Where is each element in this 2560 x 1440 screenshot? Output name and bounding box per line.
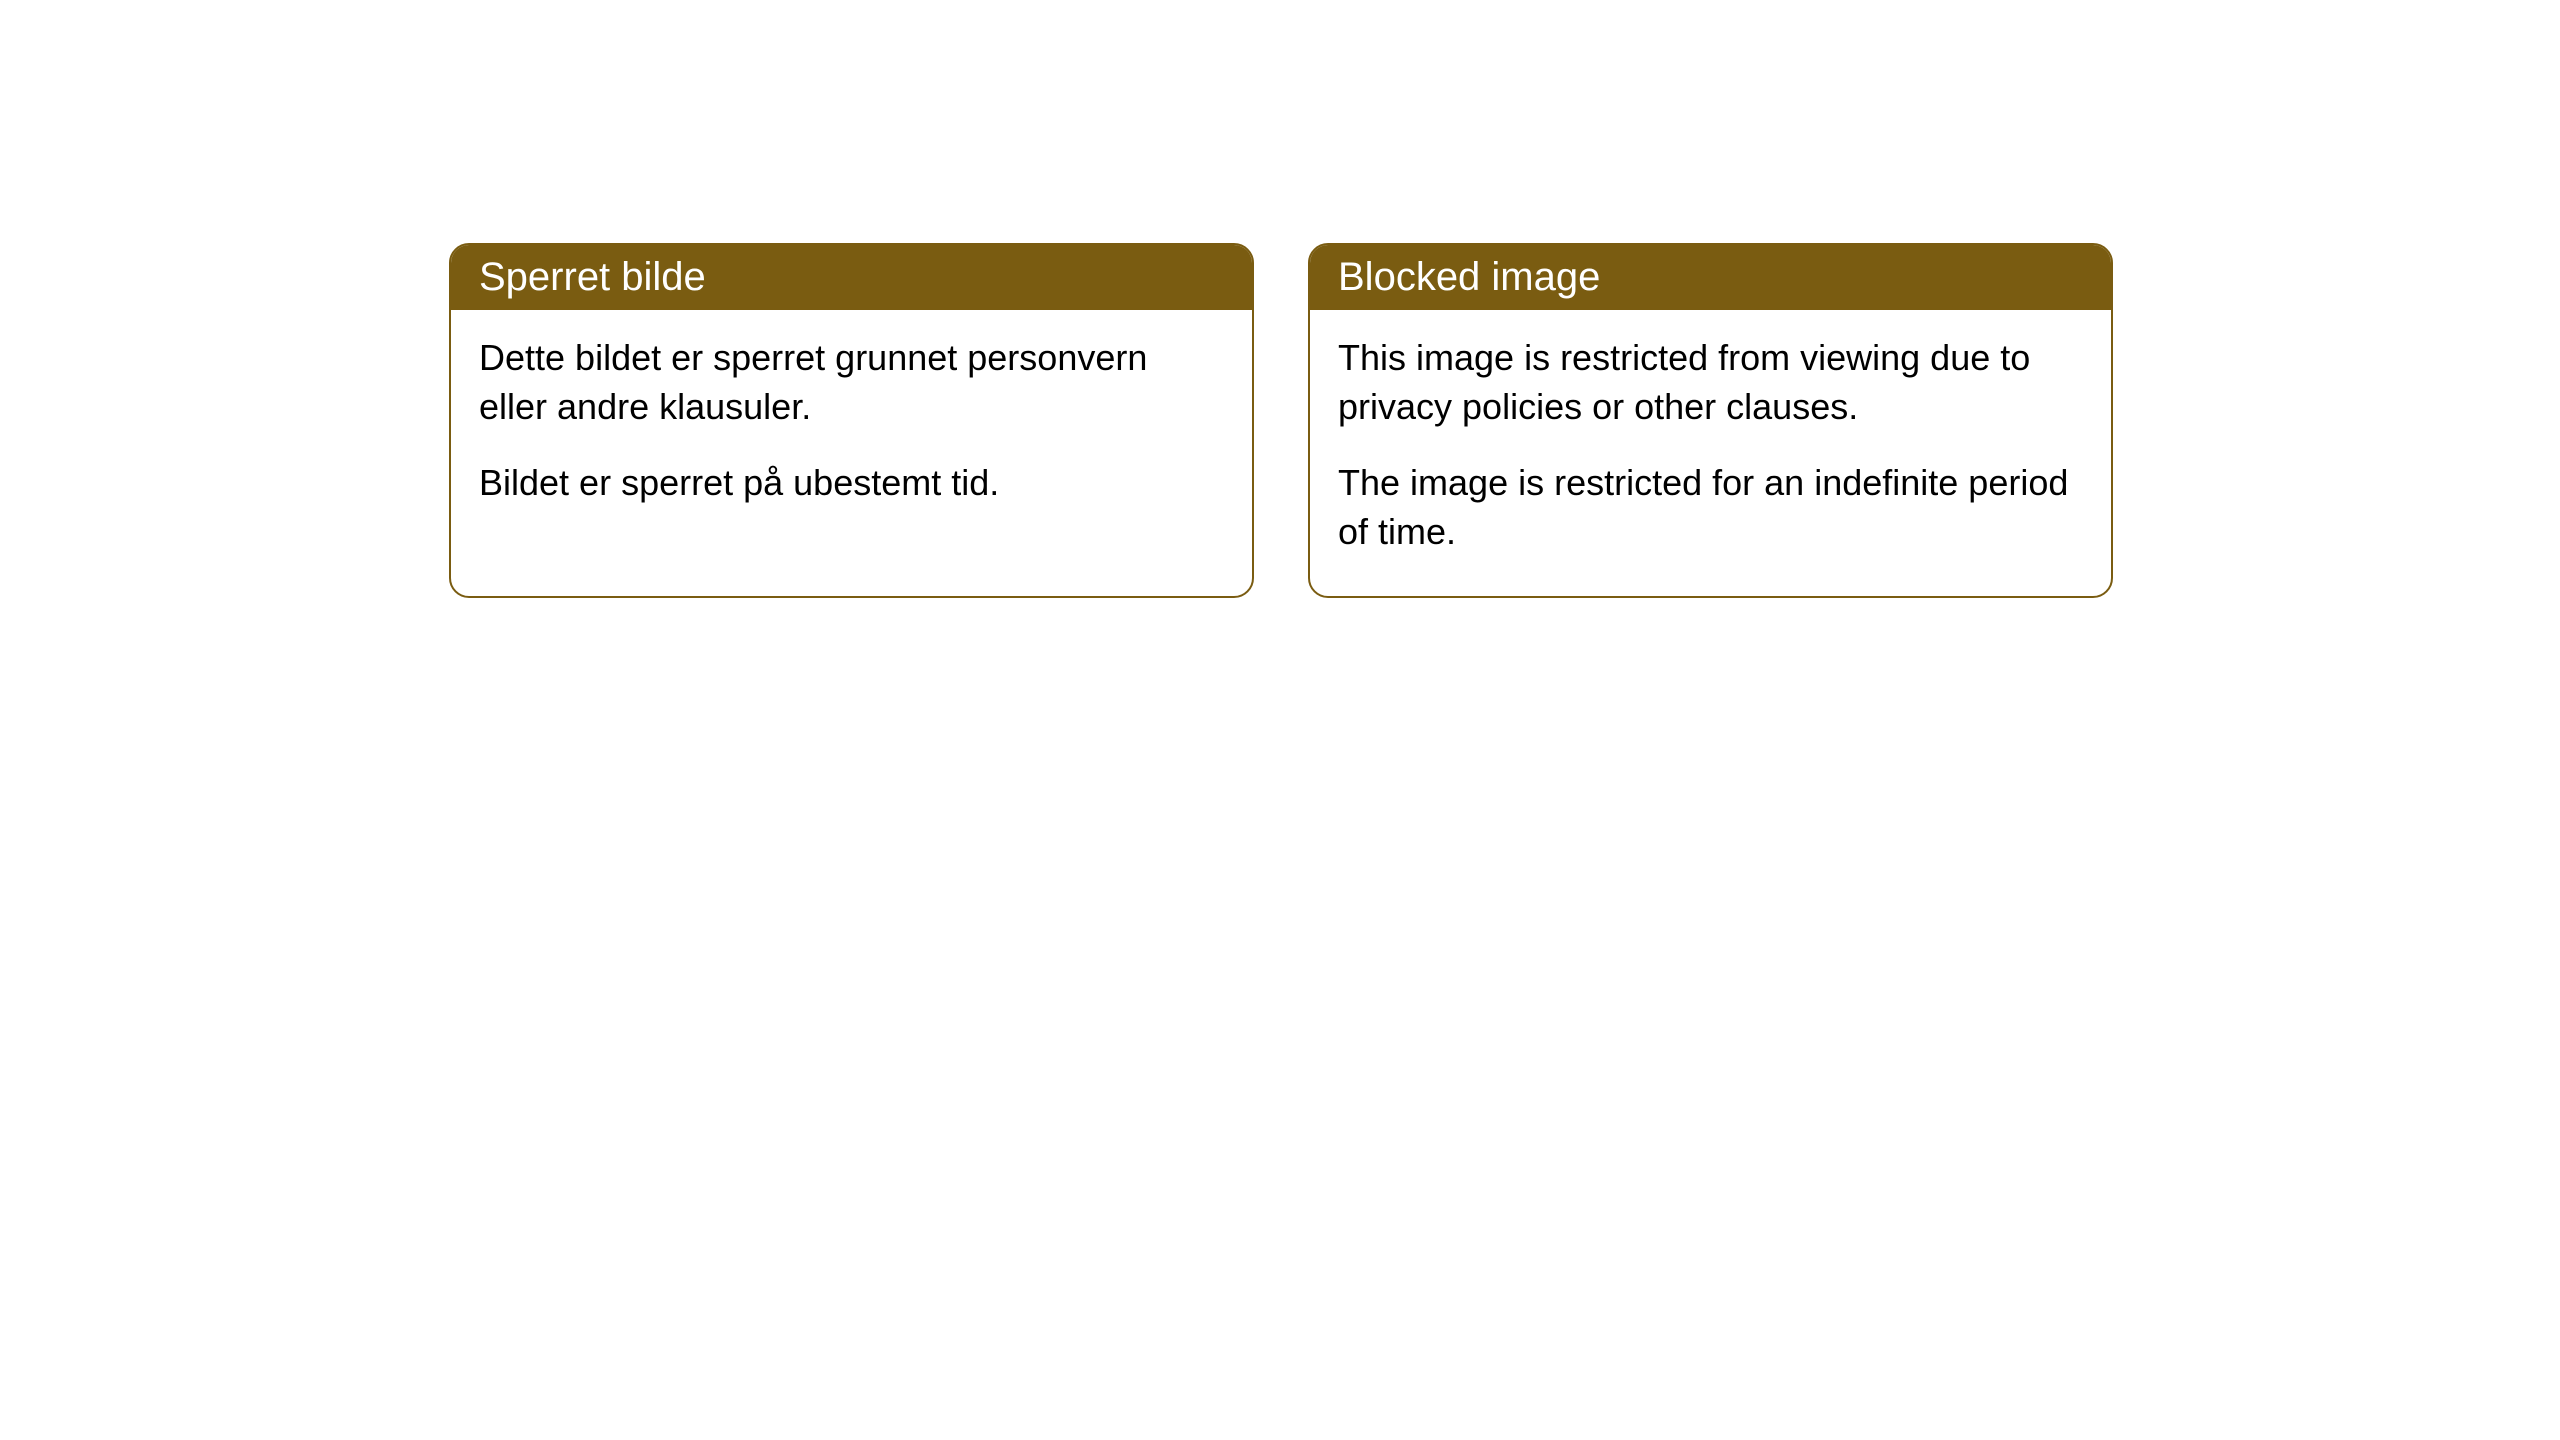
blocked-image-card-no: Sperret bilde Dette bildet er sperret gr…	[449, 243, 1254, 598]
card-body-en: This image is restricted from viewing du…	[1310, 310, 2111, 596]
card-body-no: Dette bildet er sperret grunnet personve…	[451, 310, 1252, 548]
cards-container: Sperret bilde Dette bildet er sperret gr…	[0, 0, 2560, 598]
card-paragraph-en-1: This image is restricted from viewing du…	[1338, 334, 2083, 431]
card-title-no: Sperret bilde	[451, 245, 1252, 310]
blocked-image-card-en: Blocked image This image is restricted f…	[1308, 243, 2113, 598]
card-paragraph-no-1: Dette bildet er sperret grunnet personve…	[479, 334, 1224, 431]
card-title-en: Blocked image	[1310, 245, 2111, 310]
card-paragraph-en-2: The image is restricted for an indefinit…	[1338, 459, 2083, 556]
card-paragraph-no-2: Bildet er sperret på ubestemt tid.	[479, 459, 1224, 508]
